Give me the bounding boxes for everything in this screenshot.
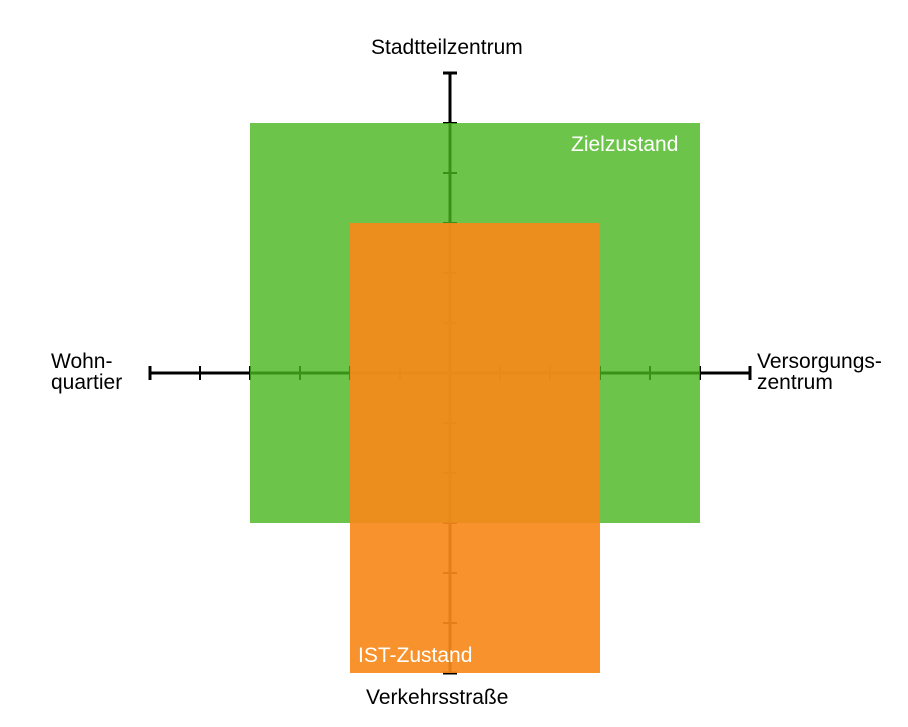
axis-label-left: Wohn- quartier	[51, 351, 122, 393]
axis-label-left-line1: Wohn-	[51, 350, 113, 373]
axis-label-top: Stadtteilzentrum	[371, 36, 523, 59]
axis-label-bottom: Verkehrsstraße	[366, 686, 509, 709]
region-ist-zustand	[350, 223, 600, 673]
axis-label-right-line2: zentrum	[757, 371, 833, 394]
region-label-zielzustand: Zielzustand	[571, 133, 679, 156]
region-label-ist-zustand: IST-Zustand	[358, 644, 473, 667]
axis-label-left-line2: quartier	[51, 371, 123, 394]
axis-label-right-line1: Versorgungs-	[757, 350, 882, 373]
axis-label-right: Versorgungs- zentrum	[757, 351, 882, 393]
